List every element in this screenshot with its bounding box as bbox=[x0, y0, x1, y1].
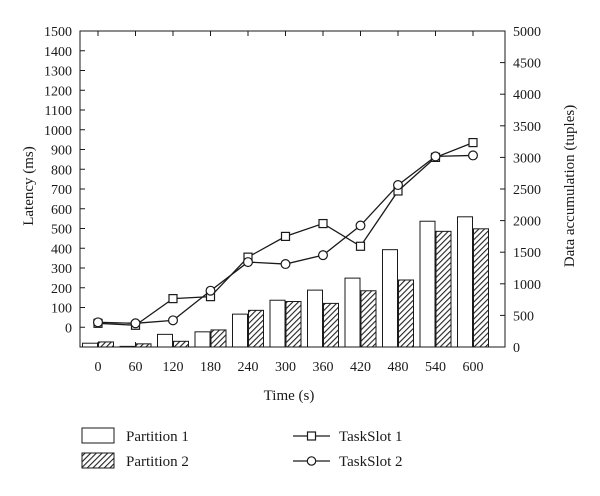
left-tick-label: 300 bbox=[51, 262, 72, 277]
right-tick-label: 2500 bbox=[513, 183, 541, 198]
legend-swatch-partition-2 bbox=[81, 452, 115, 469]
point-taskslot-2 bbox=[130, 318, 141, 329]
bar-partition-2 bbox=[398, 279, 414, 348]
left-tick-label: 800 bbox=[51, 163, 72, 178]
x-tick-label: 60 bbox=[129, 360, 143, 375]
right-tick-label: 1500 bbox=[513, 246, 541, 261]
legend-label-taskslot-1: TaskSlot 1 bbox=[339, 429, 403, 445]
bar-partition-2 bbox=[323, 302, 339, 348]
legend-marker-taskslot-1 bbox=[306, 431, 317, 441]
bar-partition-1 bbox=[269, 299, 286, 348]
point-taskslot-1 bbox=[468, 137, 478, 148]
bar-partition-1 bbox=[382, 249, 398, 348]
left-tick-label: 900 bbox=[51, 144, 72, 159]
point-taskslot-2 bbox=[430, 151, 441, 162]
legend-item-taskslot-2: TaskSlot 2 bbox=[293, 454, 403, 470]
bar-partition-2 bbox=[360, 290, 377, 348]
point-taskslot-2 bbox=[168, 315, 179, 326]
bar-partition-2 bbox=[210, 329, 227, 348]
bar-partition-1 bbox=[157, 333, 173, 348]
left-tick-label: 1200 bbox=[44, 84, 72, 99]
right-tick-label: 3000 bbox=[513, 151, 541, 166]
y-axis-label-right: Data accumulation (tuples) bbox=[562, 105, 578, 267]
x-tick-label: 600 bbox=[463, 360, 484, 375]
bars-layer bbox=[82, 216, 489, 348]
bar-partition-1 bbox=[232, 313, 248, 348]
left-tick-label: 1500 bbox=[44, 25, 72, 40]
x-tick-label: 300 bbox=[275, 360, 296, 375]
y-axis-label-left: Latency (ms) bbox=[21, 146, 37, 226]
bar-partition-2 bbox=[285, 300, 302, 348]
left-axis: 0 100 200 300 400 500 600 700 800 900 1000 1100 1200… bbox=[44, 25, 85, 336]
right-axis: 0 500 1000 1500 2000 2500 3000 3500 4000 4500 5000 bbox=[500, 25, 541, 356]
point-taskslot-1 bbox=[280, 231, 291, 241]
legend-item-taskslot-1: TaskSlot 1 bbox=[293, 429, 403, 445]
bar-partition-2 bbox=[473, 228, 489, 348]
legend-item-partition-2: Partition 2 bbox=[81, 452, 189, 470]
x-tick-label: 360 bbox=[313, 360, 334, 375]
left-tick-label: 1300 bbox=[44, 65, 72, 80]
left-tick-label: 400 bbox=[51, 242, 72, 257]
bar-partition-2 bbox=[98, 341, 114, 348]
bar-partition-2 bbox=[435, 230, 452, 348]
bar-partition-1 bbox=[344, 277, 361, 348]
point-taskslot-2 bbox=[92, 317, 103, 328]
point-taskslot-1 bbox=[355, 241, 366, 251]
x-axis-label: Time (s) bbox=[264, 388, 315, 404]
point-taskslot-2 bbox=[205, 285, 216, 296]
left-tick-label: 200 bbox=[51, 282, 72, 297]
legend-label-partition-1: Partition 1 bbox=[126, 429, 189, 445]
x-tick-label: 540 bbox=[425, 360, 446, 375]
x-tick-label: 420 bbox=[350, 360, 371, 375]
left-tick-label: 1100 bbox=[45, 104, 72, 119]
right-tick-label: 1000 bbox=[513, 278, 541, 293]
right-tick-label: 5000 bbox=[513, 25, 541, 40]
right-tick-label: 2000 bbox=[513, 215, 541, 230]
right-tick-label: 3500 bbox=[513, 120, 541, 135]
point-taskslot-2 bbox=[318, 250, 329, 261]
legend-swatch-partition-1 bbox=[81, 427, 115, 444]
legend: Partition 1 Partition 2 TaskSlot 1 TaskS… bbox=[81, 427, 403, 470]
lines-layer bbox=[92, 137, 479, 330]
right-tick-label: 0 bbox=[513, 341, 520, 356]
point-taskslot-1 bbox=[318, 218, 328, 229]
left-tick-label: 600 bbox=[51, 203, 72, 218]
x-tick-label: 240 bbox=[238, 360, 259, 375]
x-axis: 0 60 120 180 240 300 360 420 480 540 600 bbox=[95, 31, 484, 375]
bar-partition-2 bbox=[173, 340, 189, 348]
left-tick-label: 1000 bbox=[44, 124, 72, 139]
right-tick-label: 500 bbox=[513, 309, 534, 324]
bar-partition-1 bbox=[419, 220, 436, 348]
point-taskslot-2 bbox=[393, 180, 404, 191]
left-tick-label: 1400 bbox=[44, 45, 72, 60]
bar-partition-1 bbox=[457, 216, 473, 348]
legend-label-partition-2: Partition 2 bbox=[126, 454, 189, 470]
legend-item-partition-1: Partition 1 bbox=[81, 427, 189, 445]
bar-partition-1 bbox=[194, 331, 211, 348]
left-tick-label: 700 bbox=[51, 183, 72, 198]
bar-partition-1 bbox=[82, 342, 98, 348]
right-tick-label: 4000 bbox=[513, 88, 541, 103]
left-tick-label: 100 bbox=[51, 302, 72, 317]
left-tick-label: 500 bbox=[51, 223, 72, 238]
x-tick-label: 120 bbox=[163, 360, 184, 375]
legend-label-taskslot-2: TaskSlot 2 bbox=[339, 454, 403, 470]
right-tick-label: 4500 bbox=[513, 57, 541, 72]
point-taskslot-2 bbox=[468, 150, 479, 161]
left-tick-label: 0 bbox=[65, 321, 72, 336]
point-taskslot-2 bbox=[355, 220, 366, 231]
bar-partition-1 bbox=[307, 289, 323, 348]
point-taskslot-2 bbox=[280, 259, 291, 270]
x-tick-label: 0 bbox=[95, 360, 102, 375]
x-tick-label: 180 bbox=[200, 360, 221, 375]
point-taskslot-2 bbox=[243, 257, 254, 268]
bar-partition-2 bbox=[248, 309, 264, 348]
legend-marker-taskslot-2 bbox=[306, 456, 317, 466]
x-tick-label: 480 bbox=[388, 360, 409, 375]
point-taskslot-1 bbox=[168, 294, 178, 304]
